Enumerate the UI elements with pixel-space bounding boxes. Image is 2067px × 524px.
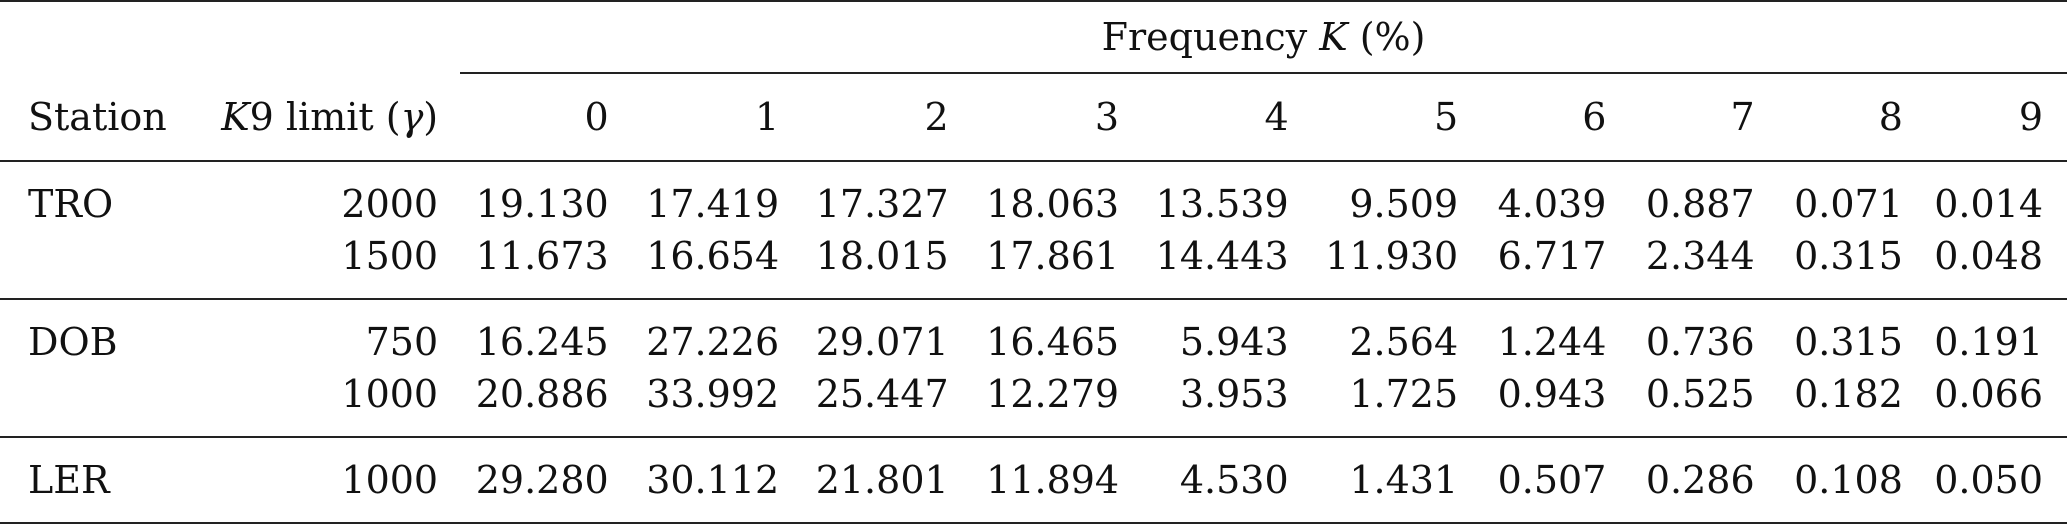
frequency-cell: 16.245 [475,320,609,364]
frequency-cell: 18.015 [815,234,949,278]
frequency-cell: 0.066 [1934,372,2043,416]
k9-limit-header: K9 limit (γ) [221,94,439,139]
frequency-cell: 25.447 [815,372,949,416]
limit-cell: 1000 [341,458,439,502]
frequency-cell: 0.943 [1497,372,1607,416]
frequency-cell: 14.443 [1155,234,1289,278]
frequency-cell: 17.861 [986,234,1120,278]
frequency-cell: 5.943 [1179,320,1289,364]
frequency-cell: 33.992 [646,372,780,416]
k-header-6: 6 [1582,95,1607,139]
station-cell [0,230,191,299]
frequency-cell: 1.244 [1497,320,1607,364]
k-header-8: 8 [1878,95,1903,139]
table-row: DOB 750 16.245 27.226 29.071 16.465 5.943 2.564… [0,299,2067,368]
frequency-cell: 2.344 [1645,234,1755,278]
frequency-cell: 0.525 [1645,372,1755,416]
table-row: TRO 2000 19.130 17.419 17.327 18.063 13.539 9.5… [0,161,2067,230]
frequency-cell: 29.071 [815,320,949,364]
frequency-cell: 0.887 [1645,182,1755,226]
frequency-cell: 21.801 [815,458,949,502]
frequency-cell: 2.564 [1349,320,1459,364]
station-cell: LER [28,458,110,502]
frequency-cell: 0.507 [1497,458,1607,502]
frequency-cell: 4.039 [1497,182,1607,226]
k-header-2: 2 [924,95,949,139]
frequency-cell: 1.725 [1349,372,1459,416]
frequency-cell: 0.182 [1794,372,1903,416]
frequency-cell: 0.108 [1794,458,1903,502]
frequency-cell: 19.130 [475,182,609,226]
frequency-cell: 9.509 [1349,182,1459,226]
limit-cell: 1000 [341,372,439,416]
frequency-cell: 11.930 [1325,234,1459,278]
frequency-cell: 0.315 [1794,320,1903,364]
table-row: LER 1000 29.280 30.112 21.801 11.894 4.530 1.43… [0,437,2067,523]
frequency-cell: 30.112 [646,458,780,502]
frequency-cell: 0.736 [1645,320,1755,364]
frequency-cell: 16.465 [986,320,1120,364]
limit-cell: 750 [365,320,439,364]
frequency-cell: 11.673 [475,234,609,278]
frequency-group-header: Frequency K (%) [460,2,2067,74]
frequency-cell: 0.286 [1645,458,1755,502]
frequency-cell: 0.048 [1934,234,2043,278]
k-header-9: 9 [2018,95,2043,139]
limit-cell: 1500 [341,234,439,278]
k-header-3: 3 [1094,95,1120,139]
station-cell: TRO [28,182,114,226]
column-header-row: Station K9 limit (γ) 0 1 2 3 4 5 6 7 8 9 [0,73,2067,161]
frequency-cell: 20.886 [475,372,609,416]
frequency-cell: 3.953 [1179,372,1289,416]
frequency-cell: 6.717 [1497,234,1607,278]
k-header-5: 5 [1433,95,1459,139]
station-cell: DOB [28,320,118,364]
frequency-cell: 1.431 [1349,458,1459,502]
frequency-cell: 0.071 [1794,182,1903,226]
k-header-4: 4 [1264,95,1289,139]
frequency-cell: 12.279 [986,372,1120,416]
frequency-cell: 11.894 [986,458,1120,502]
k-header-1: 1 [754,95,780,139]
k-header-7: 7 [1730,95,1755,139]
frequency-cell: 29.280 [475,458,609,502]
station-header: Station [28,94,167,139]
frequency-cell: 13.539 [1155,182,1289,226]
frequency-cell: 17.327 [815,182,949,226]
frequency-cell: 16.654 [646,234,780,278]
station-cell [0,368,191,437]
table-row: 1000 20.886 33.992 25.447 12.279 3.953 1.725 0.… [0,368,2067,437]
frequency-cell: 0.050 [1934,458,2043,502]
frequency-cell: 27.226 [646,320,780,364]
table-row: 1500 11.673 16.654 18.015 17.861 14.443 11.930… [0,230,2067,299]
limit-cell: 2000 [341,182,439,226]
frequency-cell: 17.419 [646,182,780,226]
frequency-cell: 0.191 [1934,320,2043,364]
frequency-cell: 4.530 [1179,458,1289,502]
frequency-cell: 0.315 [1794,234,1903,278]
k-header-0: 0 [584,95,609,139]
group-header-row: Frequency K (%) [0,2,2067,74]
frequency-cell: 18.063 [986,182,1120,226]
frequency-cell: 0.014 [1934,182,2043,226]
